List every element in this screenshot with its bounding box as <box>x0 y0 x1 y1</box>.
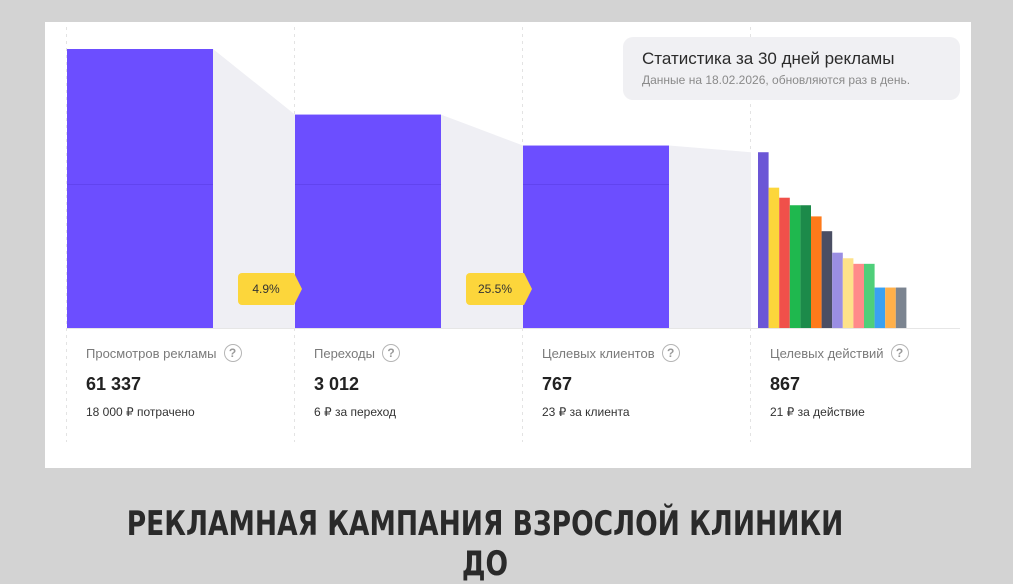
metric-value: 767 <box>542 374 573 394</box>
metric-sub: 23 ₽ за клиента <box>542 405 630 419</box>
breakdown-bar <box>895 287 907 328</box>
breakdown-bar <box>885 287 896 328</box>
stats-info-box: Статистика за 30 дней рекламы Данные на … <box>623 37 960 100</box>
breakdown-bar <box>800 205 811 328</box>
breakdown-bar <box>768 187 780 328</box>
breakdown-bar <box>821 231 833 328</box>
breakdown-bar <box>864 263 875 328</box>
breakdown-bar <box>832 252 843 328</box>
funnel-connector <box>669 145 751 328</box>
metric-views: Просмотров рекламы? 61 337 18 000 ₽ потр… <box>86 342 286 419</box>
metric-label: Просмотров рекламы <box>86 345 217 361</box>
metric-label: Целевых действий <box>770 345 884 361</box>
breakdown-bar <box>853 263 864 328</box>
help-icon[interactable]: ? <box>223 344 242 362</box>
breakdown-bar <box>758 152 769 328</box>
metric-value: 3 012 <box>314 374 360 394</box>
metric-value: 61 337 <box>86 374 142 394</box>
funnel-bar <box>295 114 441 328</box>
metric-label: Целевых клиентов <box>542 345 655 361</box>
funnel-bar <box>67 49 213 328</box>
metric-sub: 18 000 ₽ потрачено <box>86 405 195 419</box>
help-icon[interactable]: ? <box>661 344 680 362</box>
funnel-connector <box>213 49 295 328</box>
metric-actions: Целевых действий? 867 21 ₽ за действие <box>770 342 970 419</box>
breakdown-bar <box>874 287 886 328</box>
stats-subtitle: Данные на 18.02.2026, обновляются раз в … <box>642 73 911 87</box>
page-caption: РЕКЛАМНАЯ КАМПАНИЯ ВЗРОСЛОЙ КЛИНИКИ ДО <box>126 504 844 584</box>
help-icon[interactable]: ? <box>381 344 400 362</box>
breakdown-bar <box>779 197 790 328</box>
metric-sub: 6 ₽ за переход <box>314 405 397 419</box>
metric-value: 867 <box>770 374 801 394</box>
metric-sub: 21 ₽ за действие <box>770 405 865 419</box>
help-icon[interactable]: ? <box>890 344 909 362</box>
metric-clicks: Переходы? 3 012 6 ₽ за переход <box>314 342 514 419</box>
metric-label: Переходы <box>314 345 375 361</box>
funnel-bar <box>523 145 669 328</box>
breakdown-bar <box>842 258 854 328</box>
breakdown-bar <box>811 216 822 328</box>
conversion-badge-views-clicks: 4.9% <box>238 273 302 305</box>
funnel-panel: Статистика за 30 дней рекламы Данные на … <box>45 22 971 468</box>
breakdown-bar <box>789 205 801 328</box>
stats-title: Статистика за 30 дней рекламы <box>642 49 895 68</box>
conversion-badge-clicks-clients: 25.5% <box>466 273 532 305</box>
metric-clients: Целевых клиентов? 767 23 ₽ за клиента <box>542 342 742 419</box>
